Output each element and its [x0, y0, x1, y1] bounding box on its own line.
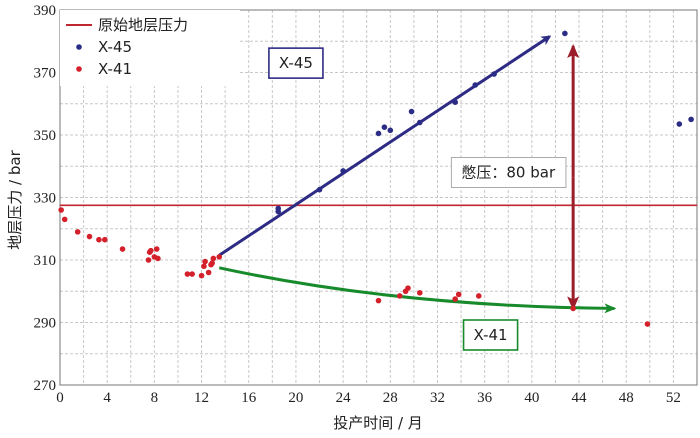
- point-x-41: [148, 247, 154, 254]
- x-tick-label: 52: [666, 390, 681, 406]
- legend-x41-marker: [76, 66, 82, 72]
- y-tick-label: 390: [34, 3, 57, 19]
- annotation-box-1: [462, 319, 519, 351]
- point-x-45: [375, 130, 382, 137]
- y-tick-label: 310: [34, 253, 57, 269]
- point-x-41: [452, 296, 458, 302]
- point-x-41: [405, 285, 411, 291]
- annotation-label-0: X-45: [279, 54, 313, 72]
- point-x-41: [74, 229, 81, 235]
- point-x-41: [96, 236, 102, 243]
- point-x-41: [102, 236, 108, 243]
- tick-labels: 0 4 8 12 16 20 24 28 32 36 40 44 48 52270290310330350…: [34, 3, 681, 406]
- point-x-41: [58, 207, 64, 213]
- point-x-45: [416, 119, 423, 126]
- legend-x45-label: X-45: [98, 38, 132, 56]
- data-points: [58, 30, 694, 327]
- x-tick-label: 44: [572, 390, 588, 406]
- x-tick-label: 40: [524, 390, 539, 406]
- point-x-41: [475, 293, 482, 299]
- point-x-41: [210, 255, 217, 262]
- point-x-41: [209, 260, 215, 266]
- annotation-label-2: 憋压：80 bar: [461, 164, 556, 182]
- point-x-41: [189, 271, 195, 277]
- point-x-41: [216, 254, 223, 260]
- point-x-41: [416, 290, 423, 296]
- point-x-41: [86, 233, 93, 240]
- x-axis-title: 投产时间 / 月: [333, 414, 423, 432]
- y-tick-label: 370: [34, 66, 57, 82]
- plot-frame: [59, 9, 698, 386]
- point-x-41: [184, 271, 191, 277]
- point-x-45: [408, 108, 415, 115]
- point-x-41: [644, 321, 651, 327]
- point-x-45: [491, 71, 497, 77]
- y-tick-label: 330: [34, 191, 57, 207]
- point-x-45: [472, 82, 479, 88]
- point-x-41: [202, 258, 208, 265]
- point-x-41: [153, 246, 160, 252]
- x-tick-label: 28: [383, 390, 398, 406]
- legend-box: [60, 10, 240, 86]
- x-tick-label: 20: [288, 390, 303, 406]
- point-x-41: [205, 269, 212, 276]
- trend-arrow-x-41: [218, 266, 617, 314]
- legend-x45-marker: [76, 44, 82, 50]
- x-tick-label: 12: [194, 390, 209, 406]
- point-x-41: [119, 246, 126, 252]
- point-x-45: [676, 121, 683, 127]
- x-tick-label: 16: [241, 390, 257, 406]
- x-tick-label: 0: [56, 390, 64, 406]
- y-tick-label: 270: [34, 378, 57, 394]
- legend-x41-label: X-41: [98, 60, 132, 78]
- point-x-41: [455, 291, 462, 298]
- legend: 原始地层压力 X-45 X-41: [60, 10, 240, 86]
- x-tick-label: 4: [103, 390, 111, 406]
- point-x-41: [198, 272, 205, 279]
- y-axis-title: 地层压力 / bar: [6, 149, 24, 249]
- point-x-45: [387, 127, 394, 134]
- point-x-45: [452, 99, 458, 105]
- annotations: X-45 X-41 憋压：80 bar: [268, 47, 567, 351]
- point-x-41: [61, 216, 68, 223]
- x-tick-label: 24: [336, 390, 352, 406]
- x-tick-label: 36: [477, 390, 493, 406]
- point-x-45: [275, 205, 282, 212]
- legend-ref-line-label: 原始地层压力: [98, 16, 188, 34]
- x-tick-label: 8: [151, 390, 159, 406]
- annotation-label-1: X-41: [474, 326, 508, 344]
- x-tick-label: 48: [619, 390, 634, 406]
- point-x-41: [201, 263, 207, 270]
- point-x-45: [688, 116, 694, 123]
- point-x-45: [562, 30, 568, 37]
- point-x-41: [396, 293, 403, 299]
- point-x-45: [381, 124, 388, 130]
- point-x-41: [145, 257, 152, 263]
- point-x-41: [155, 255, 161, 262]
- point-x-41: [375, 297, 382, 304]
- annotation-box-2: [450, 157, 567, 188]
- x-tick-label: 32: [430, 390, 445, 406]
- y-tick-label: 290: [34, 316, 57, 332]
- annotation-box-0: [268, 47, 324, 79]
- y-tick-label: 350: [34, 128, 57, 144]
- point-x-41: [570, 305, 576, 312]
- point-x-45: [316, 186, 323, 193]
- point-x-45: [340, 168, 346, 174]
